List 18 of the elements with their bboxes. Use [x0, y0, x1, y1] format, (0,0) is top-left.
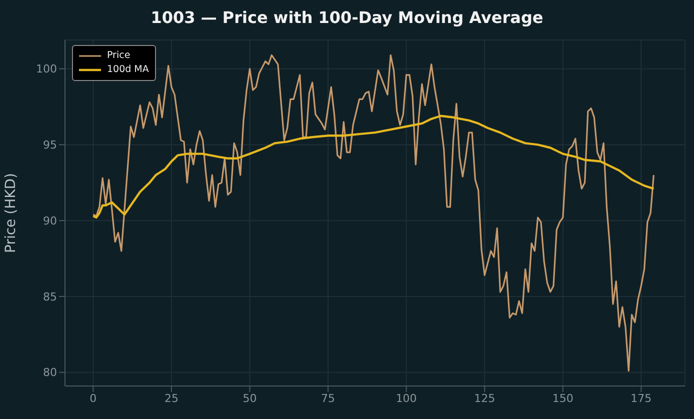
y-tick-label: 85: [43, 290, 57, 304]
x-tick-label: 0: [90, 392, 97, 405]
y-tick-label: 95: [43, 138, 57, 152]
x-tick-label: 25: [164, 392, 178, 405]
y-tick-label: 100: [36, 62, 57, 76]
legend-label: 100d MA: [107, 63, 149, 77]
x-tick-label: 75: [321, 392, 336, 405]
x-tick-label: 175: [630, 392, 652, 405]
x-tick-label: 150: [552, 392, 574, 405]
y-axis-title: Price (HKD): [2, 172, 19, 254]
y-tick-label: 90: [43, 214, 57, 228]
x-tick-label: 100: [396, 392, 417, 405]
chart-title: 1003 — Price with 100-Day Moving Average: [150, 8, 544, 27]
y-tick-label: 80: [43, 366, 57, 380]
legend-label: Price: [107, 49, 130, 63]
line-series: [92, 114, 655, 219]
x-tick-label: 50: [242, 392, 257, 405]
x-tick-label: 125: [474, 392, 496, 405]
